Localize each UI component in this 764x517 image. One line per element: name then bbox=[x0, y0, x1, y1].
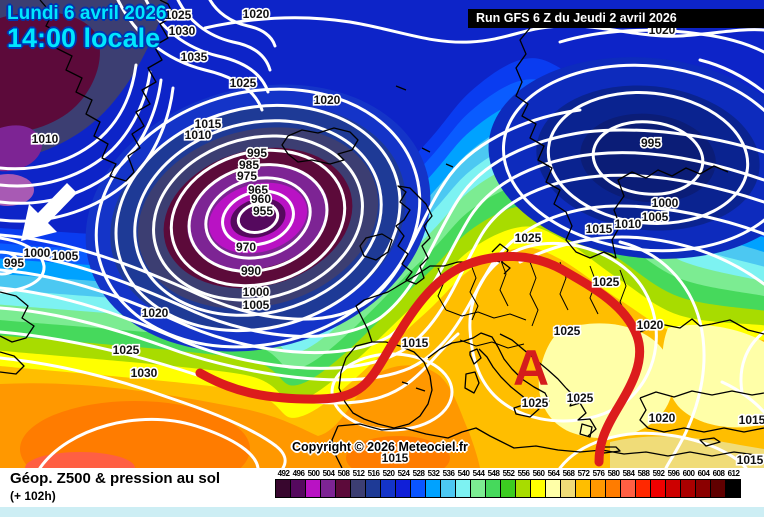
legend-step: 540 bbox=[455, 469, 471, 498]
pressure-label: 1025 bbox=[515, 231, 542, 245]
pressure-label: 1010 bbox=[185, 128, 212, 142]
legend-step: 564 bbox=[545, 469, 561, 498]
legend-scale: 492 496 500 504 508 512 516 520 524 528 532 536 540 5… bbox=[275, 469, 741, 498]
scandinavian-low bbox=[488, 57, 764, 259]
legend-step: 552 bbox=[500, 469, 516, 498]
forecast-date: Lundi 6 avril 2026 14:00 locale bbox=[7, 3, 167, 53]
legend-step: 596 bbox=[665, 469, 681, 498]
pressure-label: 1015 bbox=[739, 413, 764, 427]
legend-step: 560 bbox=[530, 469, 546, 498]
pressure-label: 1020 bbox=[314, 93, 341, 107]
legend-step: 576 bbox=[590, 469, 606, 498]
pressure-label: 975 bbox=[237, 169, 257, 183]
model-run-bar: Run GFS 6 Z du Jeudi 2 avril 2026 bbox=[468, 9, 764, 28]
pressure-label: 960 bbox=[251, 192, 271, 206]
legend-footer: Géop. Z500 & pression au sol (+ 102h) 49… bbox=[0, 468, 764, 517]
pressure-label: 1000 bbox=[24, 246, 51, 260]
pressure-label: 1010 bbox=[32, 132, 59, 146]
legend-step: 492 bbox=[275, 469, 291, 498]
legend-step: 532 bbox=[425, 469, 441, 498]
pressure-label: 1025 bbox=[113, 343, 140, 357]
copyright-notice: Copyright © 2026 Meteociel.fr bbox=[292, 440, 468, 454]
pressure-label: 1020 bbox=[243, 7, 270, 21]
pressure-label: 1005 bbox=[243, 298, 270, 312]
pressure-label: 1015 bbox=[402, 336, 429, 350]
legend-step: 568 bbox=[560, 469, 576, 498]
southwest-arrow-icon bbox=[21, 183, 77, 241]
weather-map: A 10251030103510201025102010201015101010… bbox=[0, 0, 764, 468]
legend-step: 584 bbox=[620, 469, 636, 498]
map-legend-title: Géop. Z500 & pression au sol bbox=[10, 470, 221, 487]
anticyclone-marker: A bbox=[513, 340, 549, 396]
pressure-label: 1030 bbox=[169, 24, 196, 38]
pressure-label: 970 bbox=[236, 240, 256, 254]
pressure-label: 1015 bbox=[737, 453, 764, 467]
pressure-label: 995 bbox=[641, 136, 661, 150]
legend-step: 512 bbox=[350, 469, 366, 498]
pressure-label: 1030 bbox=[131, 366, 158, 380]
legend-step: 556 bbox=[515, 469, 531, 498]
pressure-label: 1020 bbox=[142, 306, 169, 320]
pressure-label: 1035 bbox=[181, 50, 208, 64]
pressure-label: 1005 bbox=[52, 249, 79, 263]
legend-step: 524 bbox=[395, 469, 411, 498]
pressure-label: 1025 bbox=[567, 391, 594, 405]
legend-step: 548 bbox=[485, 469, 501, 498]
pressure-label: 1010 bbox=[615, 217, 642, 231]
pressure-label: 965 bbox=[248, 183, 268, 197]
pressure-label: 1025 bbox=[230, 76, 257, 90]
forecast-time-line: 14:00 locale bbox=[7, 22, 161, 53]
pressure-label: 985 bbox=[239, 158, 259, 172]
pressure-label: 995 bbox=[247, 146, 267, 160]
pressure-label: 955 bbox=[253, 204, 273, 218]
legend-step: 604 bbox=[695, 469, 711, 498]
pressure-label: 995 bbox=[4, 256, 24, 270]
pressure-label: 1020 bbox=[637, 318, 664, 332]
front-line bbox=[195, 251, 645, 467]
legend-step: 496 bbox=[290, 469, 306, 498]
pressure-label: 1020 bbox=[649, 411, 676, 425]
pressure-label: 990 bbox=[241, 264, 261, 278]
legend-step: 528 bbox=[410, 469, 426, 498]
footer-strip bbox=[0, 507, 764, 517]
legend-step: 544 bbox=[470, 469, 486, 498]
forecast-lead-time: (+ 102h) bbox=[10, 489, 56, 503]
pressure-label: 1015 bbox=[586, 222, 613, 236]
legend-step: 572 bbox=[575, 469, 591, 498]
pressure-label: 1005 bbox=[642, 210, 669, 224]
pressure-label: 1000 bbox=[243, 285, 270, 299]
pressure-label: 1015 bbox=[195, 117, 222, 131]
legend-step: 508 bbox=[335, 469, 351, 498]
legend-step: 516 bbox=[365, 469, 381, 498]
greenland-region bbox=[0, 0, 168, 206]
forecast-date-line1: Lundi 6 avril 2026 bbox=[7, 3, 167, 24]
legend-step: 580 bbox=[605, 469, 621, 498]
legend-step: 600 bbox=[680, 469, 696, 498]
coastlines bbox=[0, 0, 764, 468]
legend-step: 588 bbox=[635, 469, 651, 498]
pressure-label: 1025 bbox=[522, 396, 549, 410]
legend-step: 536 bbox=[440, 469, 456, 498]
isobar-contours bbox=[0, 0, 764, 468]
pressure-label: 1015 bbox=[382, 451, 409, 465]
pressure-label: 1000 bbox=[652, 196, 679, 210]
pressure-label: 1025 bbox=[593, 275, 620, 289]
pressure-label: 1025 bbox=[165, 8, 192, 22]
atlantic-low bbox=[85, 84, 431, 352]
legend-step: 592 bbox=[650, 469, 666, 498]
legend-step: 608 bbox=[710, 469, 726, 498]
legend-step: 520 bbox=[380, 469, 396, 498]
pressure-label: 1025 bbox=[554, 324, 581, 338]
legend-step: 504 bbox=[320, 469, 336, 498]
legend-step: 612 bbox=[725, 469, 741, 498]
pressure-labels: 1025103010351020102510201020101510101010… bbox=[2, 5, 764, 468]
legend-step: 500 bbox=[305, 469, 321, 498]
